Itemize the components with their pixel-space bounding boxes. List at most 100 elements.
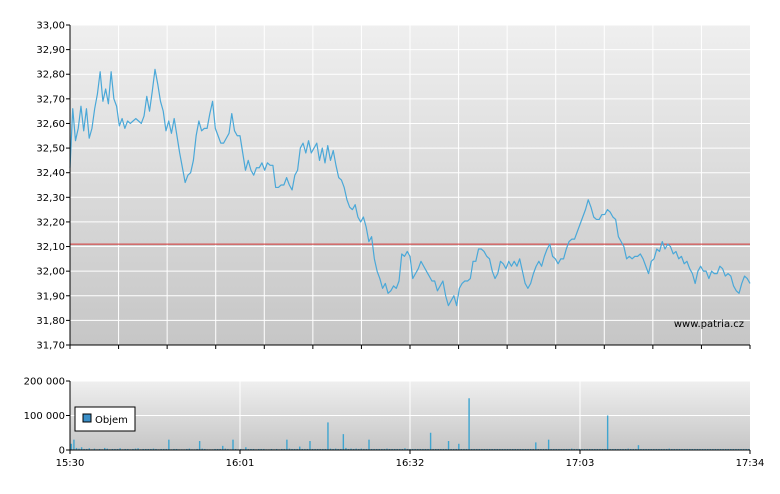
volume-bar: [542, 448, 545, 450]
legend-box: [74, 406, 136, 432]
volume-bar: [637, 445, 640, 450]
volume-bar: [358, 448, 360, 450]
volume-bar: [252, 448, 255, 450]
volume-bar: [470, 448, 473, 450]
volume-bar: [622, 448, 624, 450]
volume-bar: [696, 448, 699, 450]
volume-bar: [417, 448, 419, 450]
volume-bar: [509, 448, 511, 450]
volume-bar: [286, 439, 288, 450]
price-y-tick-label: 32,00: [36, 267, 65, 278]
volume-bar: [155, 448, 157, 450]
volume-bar: [494, 448, 496, 450]
volume-bar: [481, 448, 483, 450]
volume-bar: [655, 448, 658, 450]
volume-bar: [499, 448, 501, 450]
volume-bar: [681, 448, 683, 450]
volume-bar: [404, 448, 406, 450]
price-y-tick-label: 31,80: [36, 316, 65, 327]
volume-bar: [114, 448, 116, 450]
volume-bar: [678, 448, 681, 450]
volume-bar: [478, 448, 481, 450]
volume-bar: [250, 448, 252, 450]
volume-bar: [565, 448, 568, 450]
volume-bar: [599, 448, 601, 450]
volume-bar: [234, 448, 237, 450]
volume-bar: [396, 448, 398, 450]
volume-bar: [427, 448, 429, 450]
price-y-tick-label: 32,80: [36, 70, 65, 81]
volume-bar: [563, 448, 565, 450]
volume-bar: [314, 448, 316, 450]
volume-bar: [316, 448, 319, 450]
volume-panel: 0 100 000 200 000: [24, 377, 750, 457]
volume-bar: [299, 446, 301, 450]
volume-bar: [245, 447, 247, 450]
x-tick-label: 16:32: [396, 458, 425, 469]
volume-bar: [568, 448, 570, 450]
volume-bar: [337, 448, 339, 450]
volume-bar: [501, 448, 504, 450]
volume-bar: [411, 448, 414, 450]
price-y-tick-label: 31,70: [36, 341, 65, 352]
volume-bar: [163, 448, 165, 450]
volume-bar: [345, 447, 347, 450]
volume-bar: [712, 448, 714, 450]
volume-bar: [214, 448, 216, 450]
volume-bar: [137, 448, 139, 450]
volume-bar: [196, 448, 198, 450]
volume-bar: [406, 448, 409, 450]
volume-bar: [293, 448, 296, 450]
volume-bar: [496, 448, 499, 450]
volume-bar: [83, 448, 85, 450]
volume-bar: [422, 448, 424, 450]
volume-bar: [601, 448, 604, 450]
volume-bar: [653, 448, 655, 450]
volume-bar: [432, 448, 434, 450]
volume-bar: [168, 439, 170, 450]
volume-bar: [632, 448, 635, 450]
volume-bar: [732, 448, 735, 450]
volume-bar: [571, 448, 573, 450]
volume-bar: [483, 448, 486, 450]
volume-bar: [304, 448, 306, 450]
volume-bar: [347, 448, 350, 450]
volume-bar: [93, 448, 96, 450]
volume-bar: [463, 448, 465, 450]
volume-bar: [709, 448, 711, 450]
volume-bar: [370, 448, 373, 450]
volume-bar: [201, 448, 203, 450]
volume-bar: [288, 448, 291, 450]
volume-bar: [124, 448, 126, 450]
volume-bar: [635, 448, 637, 450]
volume-bar: [740, 448, 742, 450]
volume-bar: [216, 448, 219, 450]
volume-bar: [522, 448, 524, 450]
volume-bar: [727, 448, 729, 450]
price-panel: 31,70 31,80 31,90 32,00 32,10 32,20 32,30 32,40…: [36, 21, 751, 352]
volume-bar: [594, 448, 596, 450]
volume-bar: [547, 439, 550, 450]
volume-bar: [227, 448, 229, 450]
volume-bar: [263, 448, 265, 450]
x-tick-label: 16:01: [226, 458, 255, 469]
volume-bar: [737, 448, 740, 450]
x-tick-label: 17:03: [566, 458, 595, 469]
volume-bar: [465, 448, 468, 450]
volume-bar: [296, 448, 298, 450]
volume-bar: [435, 448, 437, 450]
volume-bar: [658, 448, 660, 450]
volume-bar: [488, 448, 491, 450]
volume-bar: [545, 448, 547, 450]
volume-bar: [460, 448, 463, 450]
volume-bar: [86, 448, 88, 450]
price-y-tick-label: 32,10: [36, 242, 65, 253]
volume-bar: [640, 448, 642, 450]
volume-bar: [532, 448, 534, 450]
volume-bar: [424, 448, 427, 450]
volume-bar: [301, 448, 303, 450]
volume-bar: [401, 448, 404, 450]
volume-bar: [373, 448, 375, 450]
volume-bar: [529, 448, 532, 450]
volume-bar: [365, 448, 368, 450]
